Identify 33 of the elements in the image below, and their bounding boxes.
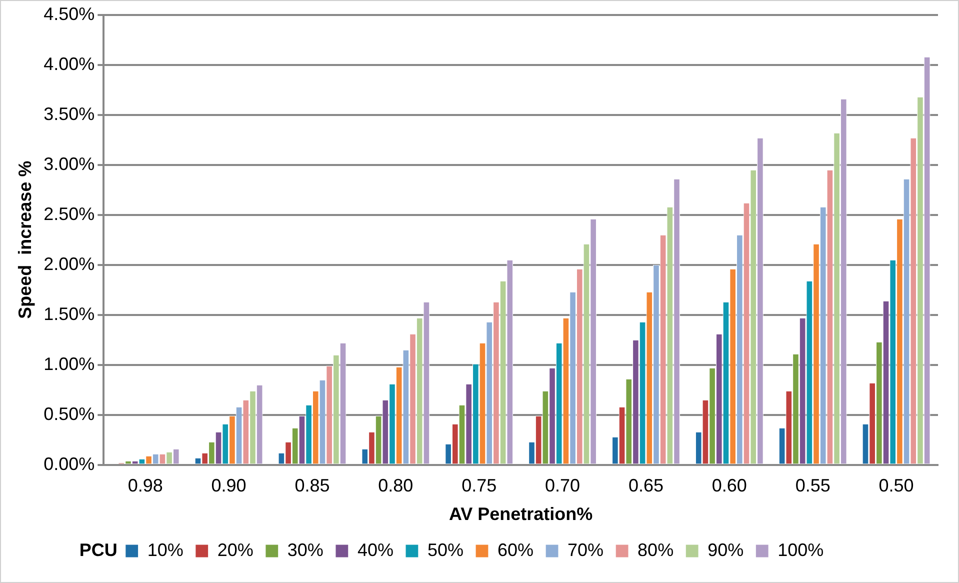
x-tick-label: 0.55 bbox=[795, 476, 830, 496]
legend-label: 100% bbox=[778, 540, 824, 560]
y-tick-label: 2.50% bbox=[44, 204, 95, 224]
legend-label: 80% bbox=[638, 540, 674, 560]
y-axis-title: Speed increase % bbox=[14, 160, 35, 319]
legend-label: 90% bbox=[708, 540, 744, 560]
y-tick-label: 0.50% bbox=[44, 404, 95, 424]
x-tick-label: 0.60 bbox=[712, 476, 747, 496]
x-axis-title: AV Penetration% bbox=[448, 504, 593, 524]
legend-label: 40% bbox=[357, 540, 394, 560]
x-tick-label: 0.85 bbox=[294, 476, 330, 496]
legend-title: PCU bbox=[79, 540, 118, 560]
y-tick-label: 4.00% bbox=[44, 54, 95, 74]
y-tick-label: 3.00% bbox=[44, 154, 95, 174]
y-tick-label: 4.50% bbox=[44, 4, 95, 24]
x-tick-label: 0.50 bbox=[878, 476, 914, 496]
x-tick-label: 0.80 bbox=[378, 476, 414, 496]
legend-label: 50% bbox=[427, 540, 464, 560]
legend-label: 20% bbox=[217, 540, 254, 560]
y-tick-label: 1.00% bbox=[44, 354, 95, 374]
x-tick-label: 0.65 bbox=[628, 476, 664, 496]
y-tick-label: 1.50% bbox=[44, 304, 95, 324]
y-tick-label: 3.50% bbox=[44, 104, 95, 124]
y-tick-label: 0.00% bbox=[44, 454, 95, 474]
x-tick-label: 0.98 bbox=[128, 476, 163, 496]
legend-label: 60% bbox=[497, 540, 534, 560]
x-tick-label: 0.70 bbox=[545, 476, 580, 496]
legend-label: 70% bbox=[568, 540, 604, 560]
y-tick-label: 2.00% bbox=[44, 254, 95, 274]
legend-label: 30% bbox=[287, 540, 324, 560]
legend-label: 10% bbox=[147, 540, 184, 560]
x-tick-label: 0.90 bbox=[211, 476, 246, 496]
x-tick-label: 0.75 bbox=[462, 476, 497, 496]
